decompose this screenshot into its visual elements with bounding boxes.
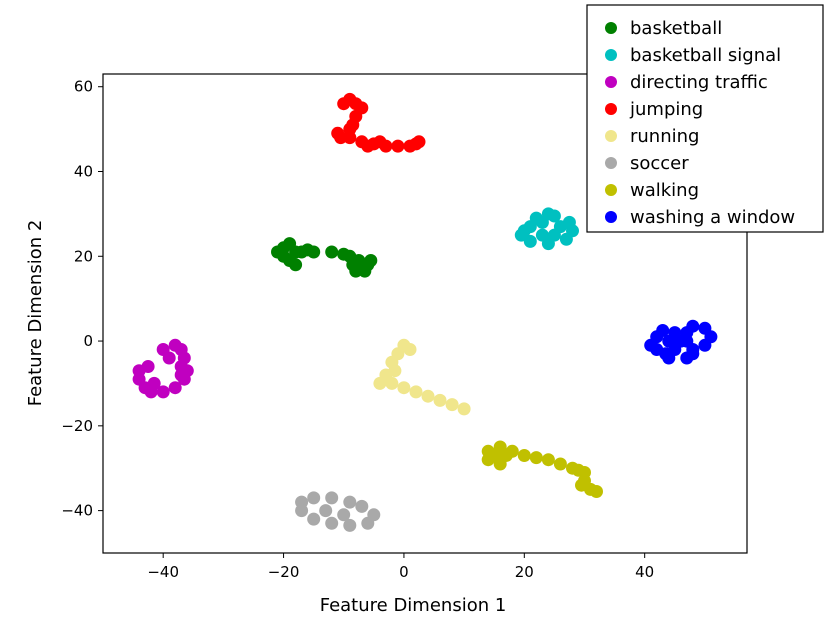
point-jumping-18: [373, 135, 387, 149]
point-basketball-signal-9: [523, 220, 537, 234]
point-soccer-12: [337, 508, 351, 522]
point-running-12: [457, 402, 471, 416]
x-tick-label: 40: [635, 563, 654, 581]
point-washing-a-window-8: [662, 351, 676, 365]
point-basketball-signal-13: [535, 228, 549, 242]
point-directing-traffic-15: [174, 368, 188, 382]
point-walking-7: [541, 453, 555, 467]
point-soccer-7: [343, 518, 357, 532]
legend-marker-basketball-signal: [605, 49, 617, 61]
point-jumping-16: [412, 135, 426, 149]
legend-marker-directing-traffic: [605, 76, 617, 88]
point-basketball-8: [325, 245, 339, 259]
point-basketball-16: [349, 264, 363, 278]
point-directing-traffic-16: [147, 376, 161, 390]
point-soccer-10: [295, 504, 309, 518]
point-jumping-13: [391, 139, 405, 153]
y-tick-label: −40: [61, 502, 93, 520]
point-soccer-11: [319, 504, 333, 518]
y-tick-label: 0: [83, 332, 93, 350]
point-walking-15: [575, 478, 588, 492]
point-soccer-3: [343, 495, 357, 509]
point-basketball-19: [301, 243, 315, 257]
y-tick-label: 20: [74, 247, 93, 265]
point-directing-traffic-6: [168, 381, 182, 395]
point-basketball-5: [289, 258, 303, 272]
legend-label: basketball signal: [630, 45, 781, 66]
point-jumping-17: [361, 139, 375, 153]
legend-label: walking: [630, 180, 699, 201]
point-running-9: [421, 389, 435, 403]
point-directing-traffic-12: [141, 360, 155, 373]
point-soccer-9: [307, 512, 321, 526]
legend-label: washing a window: [630, 207, 795, 228]
point-soccer-8: [325, 516, 339, 530]
point-washing-a-window-17: [686, 347, 700, 361]
point-walking-5: [517, 449, 531, 462]
point-basketball-signal-12: [547, 228, 561, 242]
point-running-13: [379, 368, 393, 382]
legend-marker-jumping: [605, 103, 617, 115]
point-soccer-4: [355, 499, 369, 513]
point-soccer-1: [307, 491, 321, 505]
legend-box: [586, 4, 824, 233]
x-axis-title: Feature Dimension 1: [320, 595, 507, 616]
x-axis: −40 −20 0 20 40: [147, 553, 654, 581]
point-jumping-9: [343, 131, 357, 145]
legend-marker-soccer: [605, 157, 617, 169]
point-walking-14: [590, 485, 603, 498]
points-layer: [132, 92, 718, 532]
legend-label: soccer: [630, 153, 689, 174]
point-running-14: [403, 343, 417, 356]
y-tick-label: 60: [74, 78, 93, 96]
legend-marker-basketball: [605, 22, 617, 34]
plot-frame: [102, 73, 748, 554]
point-walking-4: [505, 444, 519, 458]
legend: basketball basketball signal directing tra…: [586, 4, 824, 233]
legend-marker-running: [605, 130, 617, 142]
point-jumping-8: [331, 126, 345, 140]
point-basketball-17: [358, 264, 372, 278]
point-walking-17: [481, 453, 495, 467]
x-tick-label: −40: [147, 563, 179, 581]
legend-marker-washing-a-window: [605, 211, 617, 223]
point-washing-a-window-7: [650, 343, 664, 356]
point-washing-a-window-16: [698, 338, 712, 352]
point-basketball-14: [364, 254, 378, 267]
legend-label: running: [630, 126, 699, 147]
point-walking-6: [529, 451, 543, 465]
y-tick-label: −20: [61, 417, 93, 435]
legend-label: jumping: [629, 99, 703, 120]
legend-marker-walking: [605, 184, 617, 196]
x-tick-label: 20: [515, 563, 534, 581]
point-washing-a-window-18: [662, 334, 676, 348]
point-running-10: [433, 393, 447, 407]
legend-label: basketball: [630, 18, 722, 39]
point-directing-traffic-7: [156, 385, 170, 399]
point-basketball-18: [277, 249, 291, 263]
point-basketball-signal-7: [523, 234, 537, 248]
point-basketball-15: [352, 254, 366, 267]
legend-label: directing traffic: [630, 72, 768, 93]
point-soccer-2: [325, 491, 339, 505]
point-directing-traffic-14: [156, 343, 170, 356]
point-washing-a-window-13: [686, 319, 700, 333]
point-washing-a-window-2: [656, 324, 670, 337]
x-tick-label: 0: [399, 563, 409, 581]
y-axis: −40 −20 0 20 40 60: [61, 78, 103, 520]
y-tick-label: 40: [74, 162, 93, 180]
point-running-8: [409, 385, 423, 399]
point-basketball-signal-5: [559, 232, 573, 246]
point-walking-16: [493, 440, 507, 454]
point-running-11: [445, 398, 459, 412]
point-running-7: [397, 381, 411, 395]
point-soccer-6: [361, 516, 375, 530]
point-basketball-signal-8: [514, 228, 528, 242]
x-tick-label: −20: [268, 563, 300, 581]
y-axis-title: Feature Dimension 2: [25, 220, 46, 407]
point-walking-8: [553, 457, 567, 471]
point-basketball-signal-14: [541, 207, 555, 221]
